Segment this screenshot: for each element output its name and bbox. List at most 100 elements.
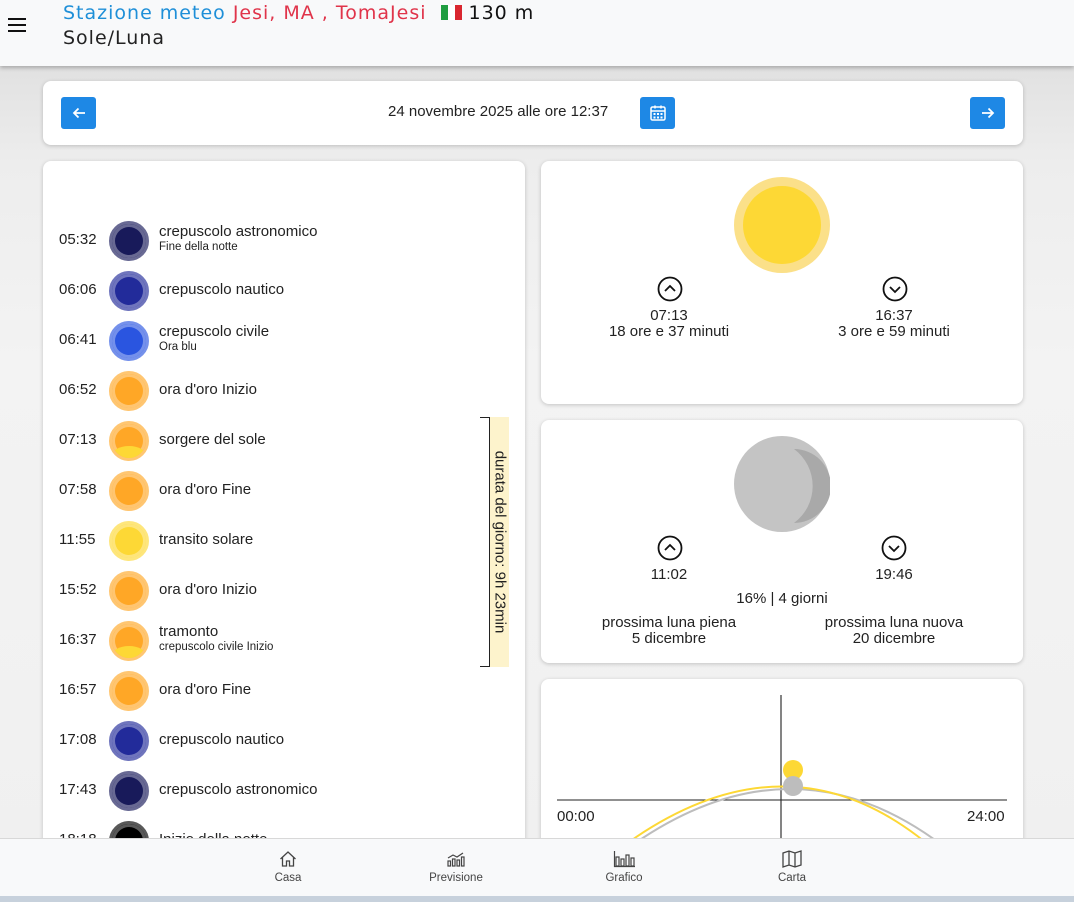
next-full-moon-date: 5 dicembre bbox=[631, 630, 707, 647]
event-name: ora d'oro Fine bbox=[159, 681, 252, 698]
moon-card: 11:02 19:46 16% | 4 giorni prossima luna… bbox=[541, 420, 1023, 663]
previous-day-button[interactable] bbox=[61, 97, 96, 129]
event-subtitle: crepuscolo civile Inizio bbox=[159, 641, 274, 653]
event-row: 17:08 crepuscolo nautico bbox=[43, 719, 463, 763]
station-title: Stazione meteo Jesi, MA , TomaJesi 130 m bbox=[63, 2, 534, 24]
event-subtitle: Ora blu bbox=[159, 341, 197, 353]
event-row: 15:52 ora d'oro Inizio bbox=[43, 569, 463, 613]
event-color-icon bbox=[109, 371, 149, 411]
sunrise-icon bbox=[657, 276, 683, 302]
page-title: Sole/Luna bbox=[63, 27, 166, 49]
moon-position-marker bbox=[783, 776, 803, 796]
event-row: 07:13 sorgere del sole bbox=[43, 419, 463, 463]
event-color-icon bbox=[109, 221, 149, 261]
sun-card: 07:13 18 ore e 37 minuti 16:37 3 ore e 5… bbox=[541, 161, 1023, 404]
event-time: 17:08 bbox=[59, 731, 97, 748]
event-color-icon bbox=[109, 571, 149, 611]
event-time: 17:43 bbox=[59, 781, 97, 798]
event-name: crepuscolo nautico bbox=[159, 731, 285, 748]
event-row: 06:06 crepuscolo nautico bbox=[43, 269, 463, 313]
sunset-icon bbox=[882, 276, 908, 302]
x-axis-start-label: 00:00 bbox=[557, 808, 595, 825]
selected-date: 24 novembre 2025 alle ore 12:37 bbox=[388, 103, 609, 120]
event-time: 06:52 bbox=[59, 381, 97, 398]
event-name: ora d'oro Inizio bbox=[159, 581, 257, 598]
sun-icon bbox=[734, 177, 830, 273]
x-axis-end-label: 24:00 bbox=[967, 808, 1005, 825]
sunrise-time: 07:13 bbox=[650, 307, 688, 324]
nav-carta[interactable]: Carta bbox=[752, 849, 832, 884]
path-chart-svg bbox=[557, 695, 1007, 859]
event-time: 06:06 bbox=[59, 281, 97, 298]
event-row: 11:55 transito solare bbox=[43, 519, 463, 563]
next-new-moon-label: prossima luna nuova bbox=[824, 614, 964, 631]
event-color-icon bbox=[109, 471, 149, 511]
event-row: 17:43 crepuscolo astronomico bbox=[43, 769, 463, 813]
event-color-icon bbox=[109, 771, 149, 811]
nav-grafico-label: Grafico bbox=[605, 872, 643, 884]
arrow-right-icon bbox=[981, 107, 994, 119]
calendar-button[interactable] bbox=[640, 97, 675, 129]
next-day-button[interactable] bbox=[970, 97, 1005, 129]
event-name: sorgere del sole bbox=[159, 431, 266, 448]
day-length-bar: durata del giorno: 9h 23min bbox=[490, 417, 509, 667]
event-name: crepuscolo astronomico bbox=[159, 781, 318, 798]
italy-flag-icon bbox=[440, 3, 463, 20]
home-icon bbox=[280, 851, 296, 867]
moonset-icon bbox=[881, 535, 907, 561]
date-navigation: 24 novembre 2025 alle ore 12:37 bbox=[43, 81, 1023, 145]
next-full-moon-label: prossima luna piena bbox=[601, 614, 737, 631]
event-time: 11:55 bbox=[59, 531, 96, 548]
day-length-label: durata del giorno: 9h 23min bbox=[491, 450, 508, 634]
event-row: 06:52 ora d'oro Inizio bbox=[43, 369, 463, 413]
bottom-edge bbox=[0, 896, 1074, 902]
moon-phase-text: 16% | 4 giorni bbox=[736, 590, 828, 607]
event-row: 05:32 crepuscolo astronomico Fine della no… bbox=[43, 219, 463, 263]
event-color-icon bbox=[109, 321, 149, 361]
forecast-icon bbox=[447, 852, 465, 867]
event-color-icon bbox=[109, 271, 149, 311]
sunset-time: 16:37 bbox=[875, 307, 913, 324]
event-color-icon bbox=[109, 621, 149, 661]
event-row: 06:41 crepuscolo civile Ora blu bbox=[43, 319, 463, 363]
event-color-icon bbox=[109, 521, 149, 561]
nav-casa-label: Casa bbox=[274, 872, 302, 884]
nav-previsione[interactable]: Previsione bbox=[416, 849, 496, 884]
moonrise-time: 11:02 bbox=[650, 566, 688, 583]
menu-icon[interactable] bbox=[8, 14, 30, 36]
moonrise-icon bbox=[657, 535, 683, 561]
nav-previsione-label: Previsione bbox=[429, 872, 483, 884]
calendar-icon bbox=[649, 105, 666, 121]
event-subtitle: Fine della notte bbox=[159, 241, 238, 253]
event-row: 07:58 ora d'oro Fine bbox=[43, 469, 463, 513]
event-time: 07:13 bbox=[59, 431, 97, 448]
event-name: ora d'oro Inizio bbox=[159, 381, 257, 398]
event-time: 16:37 bbox=[59, 631, 97, 648]
event-name: crepuscolo civile bbox=[159, 323, 270, 340]
event-name: tramonto bbox=[159, 623, 219, 640]
event-color-icon bbox=[109, 421, 149, 461]
moon-phase-icon bbox=[734, 436, 830, 532]
event-time: 15:52 bbox=[59, 581, 97, 598]
title-prefix: Stazione meteo bbox=[63, 2, 226, 24]
event-time: 16:57 bbox=[59, 681, 97, 698]
event-name: ora d'oro Fine bbox=[159, 481, 252, 498]
sunset-note: 3 ore e 59 minuti bbox=[838, 323, 950, 340]
event-row: 16:57 ora d'oro Fine bbox=[43, 669, 463, 713]
event-color-icon bbox=[109, 721, 149, 761]
event-color-icon bbox=[109, 671, 149, 711]
nav-casa[interactable]: Casa bbox=[248, 849, 328, 884]
sun-moon-path-chart: 00:00 24:00 bbox=[541, 679, 1023, 859]
next-new-moon-date: 20 dicembre bbox=[852, 630, 936, 647]
nav-carta-label: Carta bbox=[777, 872, 807, 884]
event-name: crepuscolo astronomico bbox=[159, 223, 318, 240]
event-time: 06:41 bbox=[59, 331, 97, 348]
day-length-bracket bbox=[480, 417, 490, 667]
moonset-time: 19:46 bbox=[875, 566, 913, 583]
event-time: 07:58 bbox=[59, 481, 97, 498]
top-app-bar: Stazione meteo Jesi, MA , TomaJesi 130 m … bbox=[0, 0, 1074, 66]
event-row: 16:37 tramonto crepuscolo civile Inizio bbox=[43, 619, 463, 663]
nav-grafico[interactable]: Grafico bbox=[584, 849, 664, 884]
bottom-navigation: Casa Previsione Grafico Carta bbox=[0, 838, 1074, 896]
event-name: transito solare bbox=[159, 531, 254, 548]
